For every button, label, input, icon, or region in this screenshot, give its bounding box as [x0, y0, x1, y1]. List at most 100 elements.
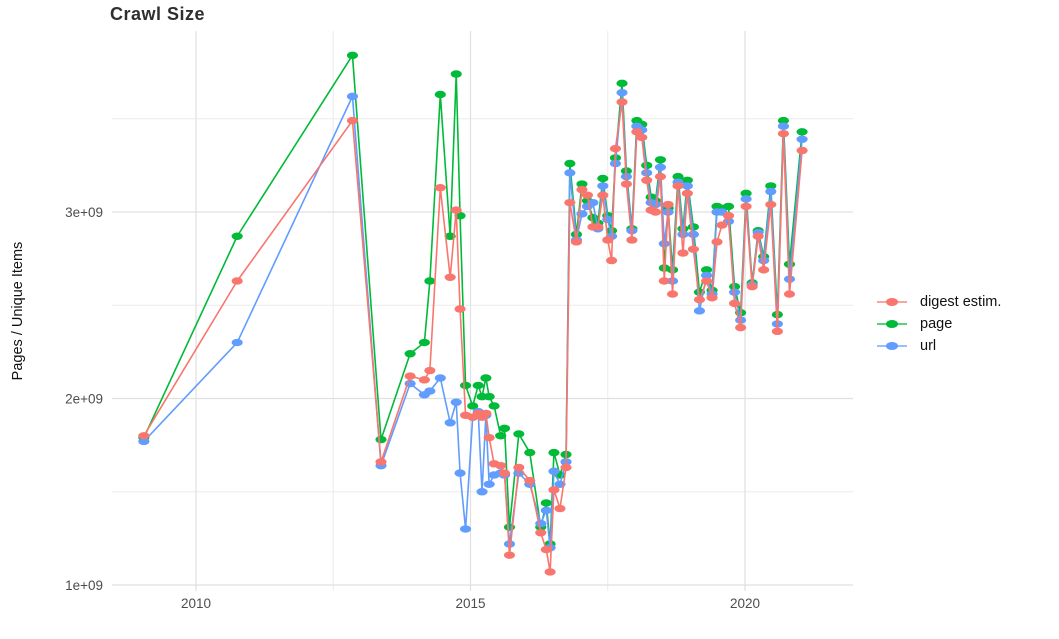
- data-point-page: [796, 128, 808, 136]
- data-point-digest-estim-: [375, 458, 387, 466]
- data-point-page: [467, 402, 479, 410]
- data-point-url: [765, 187, 777, 196]
- data-point-digest-estim-: [740, 202, 752, 211]
- legend-key-dot: [886, 342, 898, 350]
- data-point-digest-estim-: [138, 432, 150, 440]
- data-point-digest-estim-: [434, 184, 446, 192]
- data-point-digest-estim-: [597, 191, 609, 199]
- data-point-digest-estim-: [728, 299, 741, 308]
- series-line-digest-estim-: [143, 101, 803, 573]
- data-point-page: [346, 51, 359, 60]
- data-point-digest-estim-: [564, 198, 576, 207]
- data-point-page: [564, 159, 576, 168]
- data-point-url: [658, 240, 670, 248]
- data-point-page: [654, 156, 667, 164]
- data-point-url: [597, 182, 609, 190]
- data-point-digest-estim-: [592, 223, 604, 231]
- data-point-page: [418, 338, 430, 347]
- data-point-page: [765, 182, 777, 190]
- data-point-digest-estim-: [666, 290, 679, 298]
- data-point-page: [740, 189, 752, 198]
- data-point-page: [424, 277, 436, 285]
- data-point-url: [758, 256, 770, 265]
- data-point-digest-estim-: [404, 372, 416, 380]
- data-point-digest-estim-: [641, 176, 653, 184]
- data-point-url: [476, 488, 488, 496]
- chart-title: Crawl Size: [110, 4, 206, 24]
- data-point-page: [641, 161, 653, 170]
- data-point-digest-estim-: [758, 266, 770, 274]
- data-point-digest-estim-: [554, 504, 566, 513]
- data-point-page: [597, 174, 609, 183]
- data-point-digest-estim-: [796, 146, 808, 155]
- data-point-page: [404, 350, 416, 358]
- data-point-url: [587, 198, 599, 207]
- data-point-digest-estim-: [503, 551, 516, 559]
- data-point-digest-estim-: [560, 463, 572, 472]
- data-point-page: [540, 499, 552, 507]
- data-point-url: [138, 437, 150, 446]
- data-point-digest-estim-: [706, 294, 718, 302]
- data-point-page: [681, 176, 693, 184]
- data-point-digest-estim-: [649, 208, 662, 216]
- legend-label: url: [920, 338, 937, 354]
- legend-item-digest-estim-: digest estim.: [877, 291, 1001, 313]
- data-point-url: [459, 525, 472, 533]
- data-point-url: [483, 480, 495, 488]
- data-point-digest-estim-: [605, 256, 618, 265]
- data-point-url: [231, 338, 243, 347]
- data-point-url: [677, 230, 689, 239]
- data-point-digest-estim-: [654, 172, 667, 181]
- data-point-digest-estim-: [662, 200, 674, 209]
- data-point-page: [616, 79, 628, 88]
- data-point-page: [576, 180, 588, 188]
- data-point-digest-estim-: [576, 185, 588, 194]
- data-point-url: [602, 215, 614, 224]
- data-point-digest-estim-: [620, 180, 633, 188]
- data-point-digest-estim-: [687, 245, 699, 253]
- data-point-url: [740, 195, 752, 203]
- data-point-digest-estim-: [524, 476, 536, 485]
- data-point-url: [777, 122, 790, 130]
- data-point-url: [434, 374, 446, 382]
- data-point-digest-estim-: [693, 295, 706, 304]
- data-point-digest-estim-: [450, 206, 462, 214]
- legend-item-url: url: [877, 335, 1001, 357]
- data-point-page: [700, 266, 713, 274]
- data-point-digest-estim-: [495, 461, 507, 470]
- data-point-page: [450, 70, 462, 78]
- legend-label: page: [920, 316, 953, 332]
- data-point-digest-estim-: [602, 236, 614, 244]
- x-axis-tick-label: 2010: [181, 596, 211, 611]
- data-point-digest-estim-: [677, 249, 689, 257]
- data-point-url: [654, 163, 667, 171]
- data-point-digest-estim-: [765, 200, 777, 209]
- data-point-page: [548, 448, 560, 457]
- data-point-page: [513, 430, 525, 438]
- series-line-url: [143, 91, 803, 549]
- data-point-url: [649, 200, 662, 209]
- legend-item-page: page: [877, 313, 1001, 335]
- data-point-page: [480, 374, 492, 382]
- y-axis-tick-label: 3e+09: [65, 205, 103, 220]
- data-point-digest-estim-: [454, 305, 466, 313]
- legend-key-icon: [877, 295, 907, 309]
- data-point-digest-estim-: [483, 433, 495, 442]
- data-point-digest-estim-: [513, 463, 525, 472]
- data-point-digest-estim-: [681, 189, 693, 198]
- data-point-digest-estim-: [777, 129, 790, 138]
- y-axis-tick-label: 1e+09: [65, 578, 103, 593]
- data-point-url: [535, 519, 547, 528]
- legend-key-dot: [886, 298, 898, 306]
- data-point-digest-estim-: [424, 366, 436, 375]
- data-point-page: [722, 202, 735, 211]
- legend-key-icon: [877, 339, 907, 353]
- data-point-digest-estim-: [544, 568, 556, 576]
- legend-label: digest estim.: [920, 294, 1002, 310]
- data-point-digest-estim-: [548, 486, 560, 494]
- data-point-digest-estim-: [535, 529, 547, 537]
- data-point-url: [444, 419, 456, 427]
- data-point-digest-estim-: [626, 236, 638, 244]
- data-point-url: [548, 467, 560, 475]
